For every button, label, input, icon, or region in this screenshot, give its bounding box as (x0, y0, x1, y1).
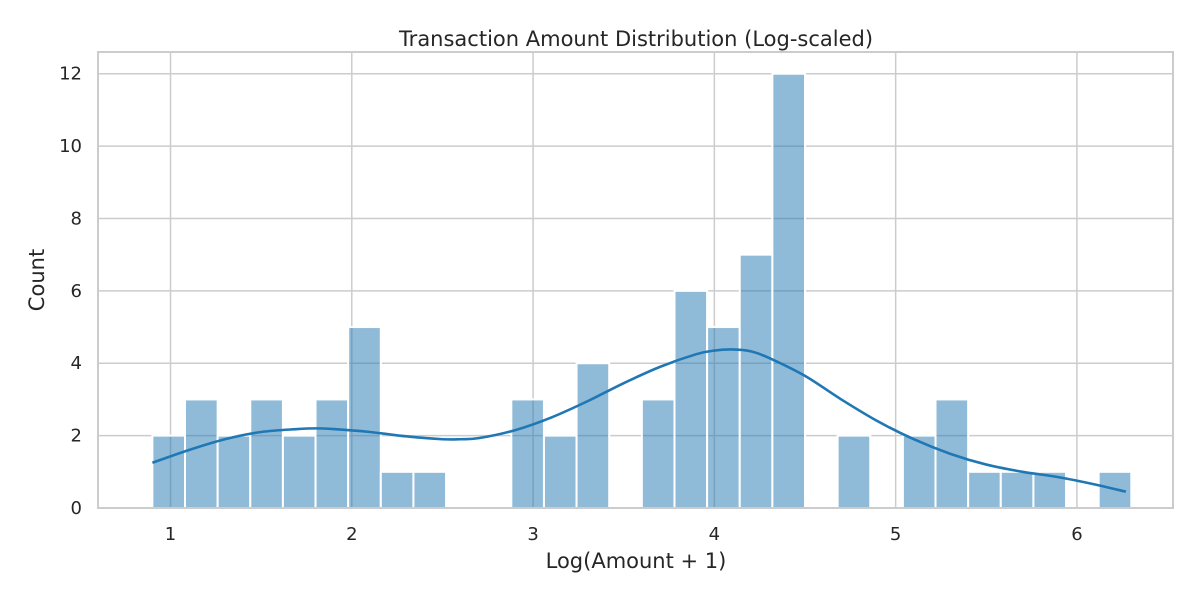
histogram-bar (216, 434, 252, 509)
histogram-bar (901, 434, 937, 509)
y-tick-label: 2 (71, 426, 82, 447)
histogram-bar (640, 398, 676, 509)
histogram-bar (314, 398, 350, 509)
y-axis-label: Count (25, 249, 49, 311)
histogram-bar (151, 434, 187, 509)
histogram-bar (967, 470, 1002, 509)
histogram-bar (347, 326, 382, 509)
histogram-bar (706, 326, 741, 509)
x-tick-label: 2 (346, 524, 357, 545)
histogram-bar (771, 72, 806, 509)
y-tick-label: 0 (71, 498, 82, 519)
y-tick-label: 6 (71, 281, 82, 302)
kde-layer (151, 348, 1127, 493)
y-tick-label: 8 (71, 208, 82, 229)
histogram-bar (999, 470, 1035, 509)
histogram-bar (673, 289, 709, 509)
x-tick-label: 6 (1071, 524, 1082, 545)
plot-frame (97, 51, 1174, 509)
histogram-bar (249, 398, 284, 509)
x-axis-label: Log(Amount + 1) (546, 549, 727, 573)
histogram-bar (184, 398, 219, 509)
histogram-bar (542, 434, 578, 509)
kde-line (151, 348, 1127, 493)
x-tick-label: 1 (165, 524, 176, 545)
x-tick-label: 4 (709, 524, 720, 545)
histogram-bar (379, 470, 415, 509)
histogram-bar (281, 434, 317, 509)
x-tick-label: 5 (890, 524, 901, 545)
y-tick-label: 10 (59, 136, 82, 157)
histogram-bar (738, 253, 774, 509)
x-tick-label: 3 (527, 524, 538, 545)
y-tick-label: 12 (59, 64, 82, 85)
histogram-bar (412, 470, 448, 509)
histogram-bar (575, 362, 611, 509)
bars (151, 72, 1133, 509)
histogram-bar (510, 398, 545, 509)
histogram-bar (836, 434, 872, 509)
chart-title: Transaction Amount Distribution (Log-sca… (398, 27, 873, 51)
y-tick-label: 4 (71, 353, 82, 374)
